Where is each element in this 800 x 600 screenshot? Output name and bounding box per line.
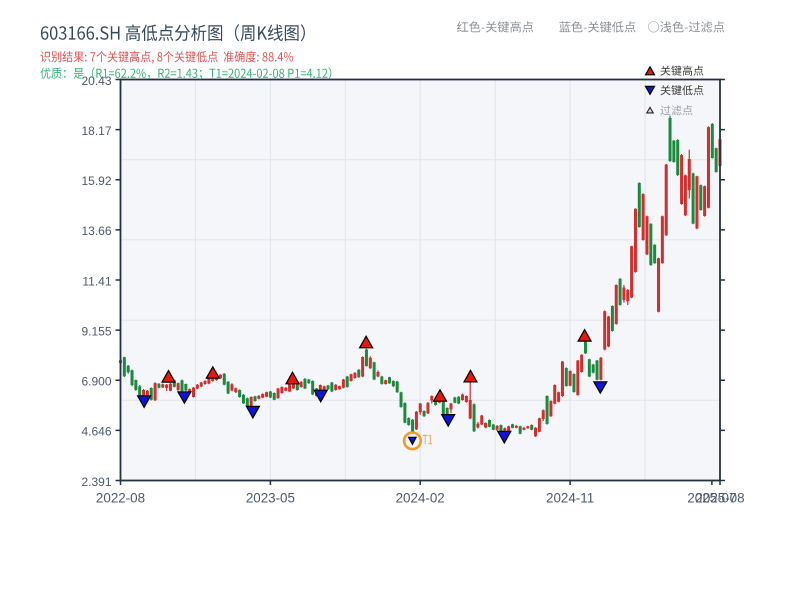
svg-text:2022-08: 2022-08 — [96, 490, 145, 505]
svg-text:2024-02: 2024-02 — [396, 490, 445, 505]
svg-text:11.41: 11.41 — [82, 274, 111, 288]
svg-text:2.391: 2.391 — [81, 475, 111, 489]
svg-text:2025-08: 2025-08 — [695, 490, 744, 505]
svg-text:6.900: 6.900 — [81, 375, 111, 389]
svg-text:13.66: 13.66 — [81, 224, 111, 238]
svg-text:18.17: 18.17 — [81, 124, 111, 138]
svg-text:2024-11: 2024-11 — [546, 490, 594, 505]
svg-text:2025-07: 2025-07 — [687, 490, 736, 505]
svg-text:15.92: 15.92 — [81, 174, 111, 188]
svg-text:9.155: 9.155 — [81, 324, 111, 338]
svg-text:2023-05: 2023-05 — [246, 490, 295, 505]
svg-text:4.646: 4.646 — [81, 425, 111, 439]
